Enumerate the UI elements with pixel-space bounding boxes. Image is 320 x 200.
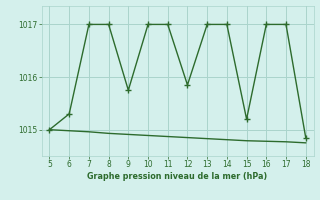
X-axis label: Graphe pression niveau de la mer (hPa): Graphe pression niveau de la mer (hPa) xyxy=(87,172,268,181)
